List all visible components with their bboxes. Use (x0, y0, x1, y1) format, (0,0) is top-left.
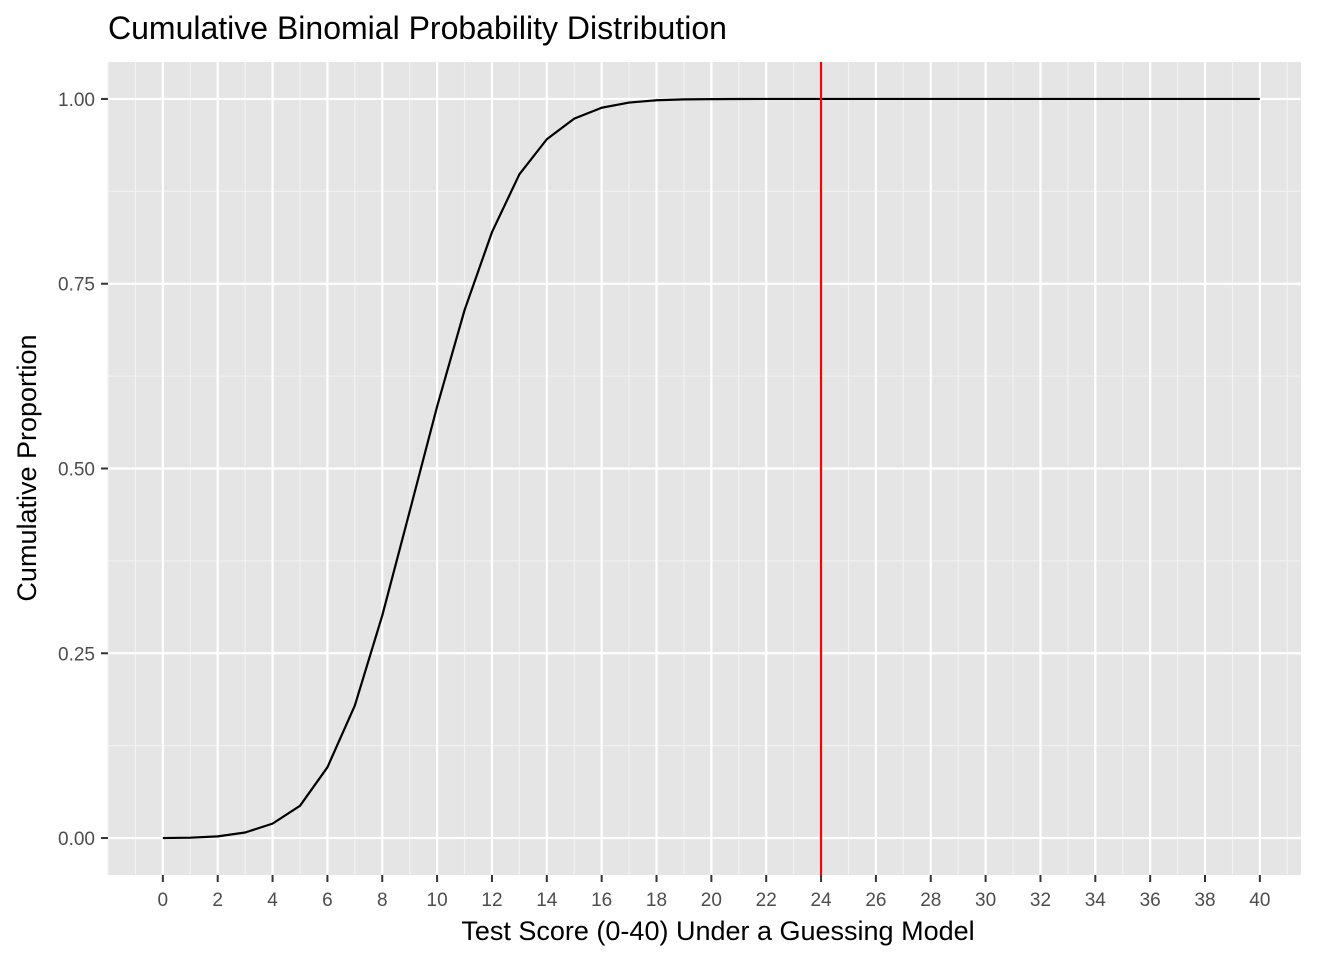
x-axis-title: Test Score (0-40) Under a Guessing Model (461, 916, 974, 946)
x-tick-label: 26 (865, 890, 886, 911)
chart-title: Cumulative Binomial Probability Distribu… (108, 10, 727, 46)
x-tick-label: 34 (1085, 890, 1107, 911)
x-axis-ticks: 0 2 4 6 8 10 12 14 16 18 20 22 24 26 28 30 32 34 36 38 40 (158, 875, 1270, 911)
y-axis-title: Cumulative Proportion (12, 334, 42, 601)
x-tick-label: 32 (1030, 890, 1051, 911)
y-tick-label: 1.00 (58, 90, 95, 111)
x-tick-label: 30 (975, 890, 996, 911)
x-tick-label: 6 (322, 890, 333, 911)
x-tick-label: 20 (701, 890, 722, 911)
x-tick-label: 16 (591, 890, 612, 911)
cdf-line (162, 97, 1260, 840)
x-tick-label: 36 (1140, 890, 1161, 911)
x-tick-label: 14 (536, 890, 558, 911)
y-axis-ticks: 0.00 0.25 0.50 0.75 1.00 (58, 90, 108, 850)
x-tick-label: 2 (212, 890, 223, 911)
x-tick-label: 0 (158, 890, 169, 911)
y-tick-label: 0.00 (58, 829, 95, 850)
x-tick-label: 22 (756, 890, 777, 911)
x-tick-label: 12 (481, 890, 502, 911)
x-tick-label: 24 (810, 890, 832, 911)
x-tick-label: 4 (267, 890, 278, 911)
x-tick-label: 28 (920, 890, 941, 911)
x-tick-label: 38 (1194, 890, 1215, 911)
y-tick-label: 0.25 (58, 644, 95, 665)
major-gridlines (108, 62, 1301, 875)
x-tick-label: 40 (1249, 890, 1270, 911)
x-tick-label: 8 (377, 890, 388, 911)
x-tick-label: 10 (427, 890, 448, 911)
y-tick-label: 0.50 (58, 460, 95, 481)
x-tick-label: 18 (646, 890, 667, 911)
y-tick-label: 0.75 (58, 275, 95, 296)
